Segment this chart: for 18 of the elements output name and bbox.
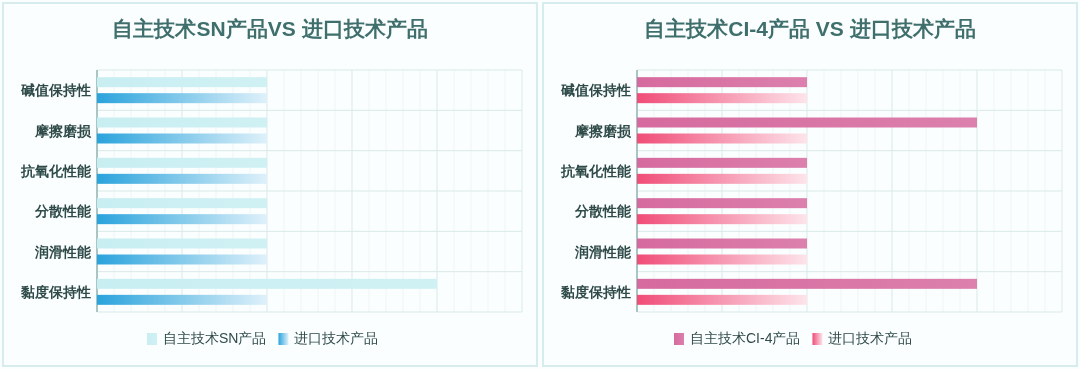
y-tick-label: 摩擦磨损 — [34, 122, 92, 139]
y-tick-label: 碱值保持性 — [560, 82, 631, 99]
chart-title: 自主技术SN产品VS 进口技术产品 — [112, 17, 428, 40]
legend-label: 进口技术产品 — [294, 330, 379, 346]
y-tick-label: 润滑性能 — [34, 243, 92, 260]
y-tick-label: 抗氧化性能 — [20, 162, 92, 179]
legend-label: 自主技术CI-4产品 — [690, 330, 801, 346]
y-tick-label: 分散性能 — [574, 203, 632, 220]
y-tick-label: 抗氧化性能 — [560, 162, 632, 179]
legend-label: 自主技术SN产品 — [163, 330, 267, 346]
legend-label: 进口技术产品 — [828, 330, 913, 346]
y-tick-label: 分散性能 — [34, 203, 92, 220]
y-tick-label: 摩擦磨损 — [574, 122, 632, 139]
y-tick-label: 黏度保持性 — [20, 283, 91, 300]
y-tick-label: 黏度保持性 — [560, 283, 631, 300]
y-tick-label: 碱值保持性 — [20, 82, 91, 99]
chart-title: 自主技术CI-4产品 VS 进口技术产品 — [644, 17, 976, 40]
y-tick-label: 润滑性能 — [574, 243, 632, 260]
